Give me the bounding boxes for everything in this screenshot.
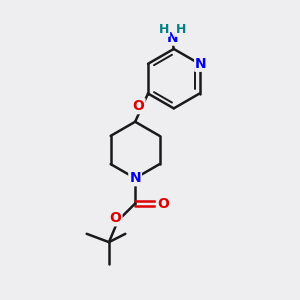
Text: N: N bbox=[129, 171, 141, 185]
Text: O: O bbox=[133, 99, 145, 113]
Text: O: O bbox=[157, 196, 169, 211]
Text: H: H bbox=[159, 23, 169, 36]
Text: N: N bbox=[195, 57, 207, 71]
Text: H: H bbox=[176, 23, 186, 36]
Text: O: O bbox=[110, 212, 122, 225]
Text: N: N bbox=[167, 31, 178, 45]
